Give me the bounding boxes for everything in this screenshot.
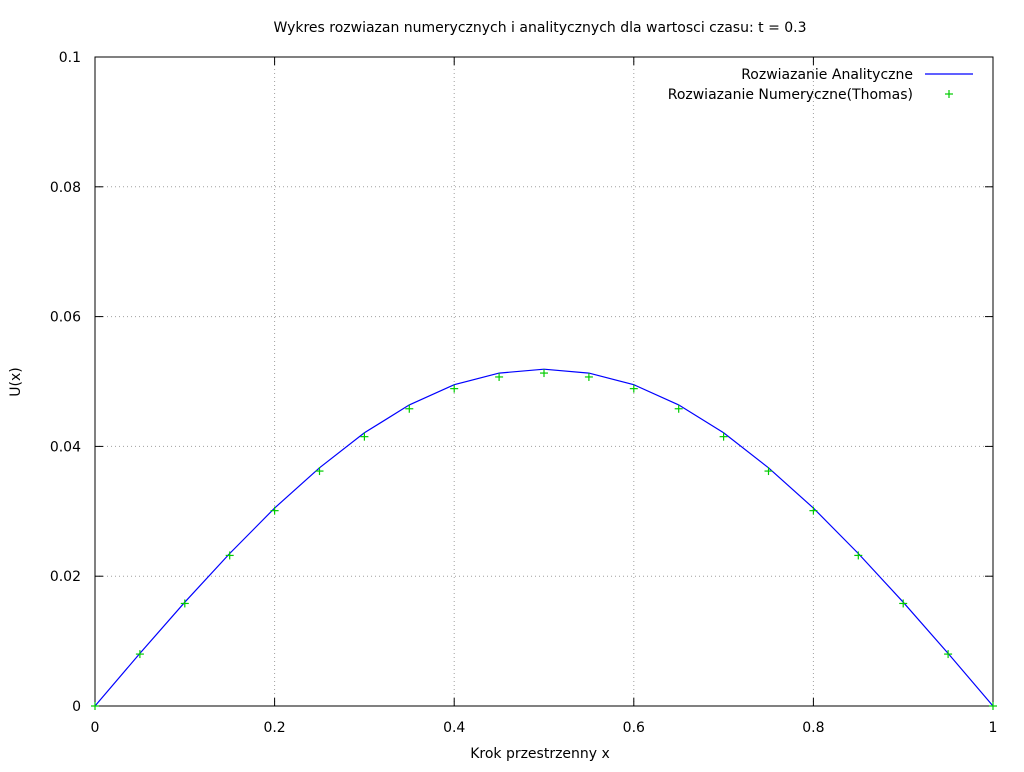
- legend-label: Rozwiazanie Numeryczne(Thomas): [668, 87, 913, 103]
- legend: Rozwiazanie Analityczne Rozwiazanie Numer…: [668, 67, 973, 103]
- y-axis-label: U(x): [8, 367, 24, 396]
- data-point: [629, 384, 638, 393]
- x-tick-label: 0.6: [623, 720, 645, 736]
- y-tick-label: 0.02: [50, 569, 81, 585]
- data-point: [315, 467, 324, 476]
- chart-title: Wykres rozwiazan numerycznych i analityc…: [273, 20, 806, 36]
- data-point: [899, 599, 908, 608]
- data-point: [405, 404, 414, 413]
- y-tick-label: 0: [72, 699, 81, 715]
- data-point: [764, 467, 773, 476]
- x-tick-label: 0.8: [802, 720, 824, 736]
- data-point: [225, 551, 234, 560]
- y-tick-label: 0.1: [59, 50, 81, 66]
- series-line-analytic: [94, 368, 994, 707]
- x-tick-label: 0.2: [263, 720, 285, 736]
- y-tick-label: 0.04: [50, 439, 81, 455]
- x-axis-label: Krok przestrzenny x: [470, 746, 610, 762]
- data-point: [540, 369, 548, 378]
- data-point: [180, 599, 189, 608]
- data-point: [360, 432, 369, 441]
- y-tick-label: 0.06: [50, 310, 81, 326]
- x-tick-label: 0: [91, 720, 100, 736]
- data-point: [854, 551, 863, 560]
- data-point: [674, 404, 683, 413]
- data-point: [135, 650, 144, 659]
- x-tick-label: 0.4: [443, 720, 465, 736]
- axis-layer: 0 0.2 0.4 0.6 0.8 1 0 0.02 0.04 0.06 0.08 0.1: [50, 50, 998, 736]
- data-point: [270, 506, 279, 515]
- data-point: [809, 506, 818, 515]
- data-point: [495, 372, 504, 381]
- data-point: [450, 384, 459, 393]
- x-tick-label: 1: [989, 720, 998, 736]
- plot-frame: [94, 56, 994, 707]
- series-points-numeric: [91, 369, 997, 710]
- series-layer: [91, 368, 997, 710]
- y-tick-label: 0.08: [50, 180, 81, 196]
- data-point: [944, 650, 953, 659]
- data-point: [584, 372, 593, 381]
- data-point: [91, 702, 99, 710]
- data-point: [989, 702, 997, 710]
- data-point: [719, 432, 728, 441]
- grid-layer: [95, 57, 993, 706]
- legend-label: Rozwiazanie Analityczne: [741, 67, 913, 83]
